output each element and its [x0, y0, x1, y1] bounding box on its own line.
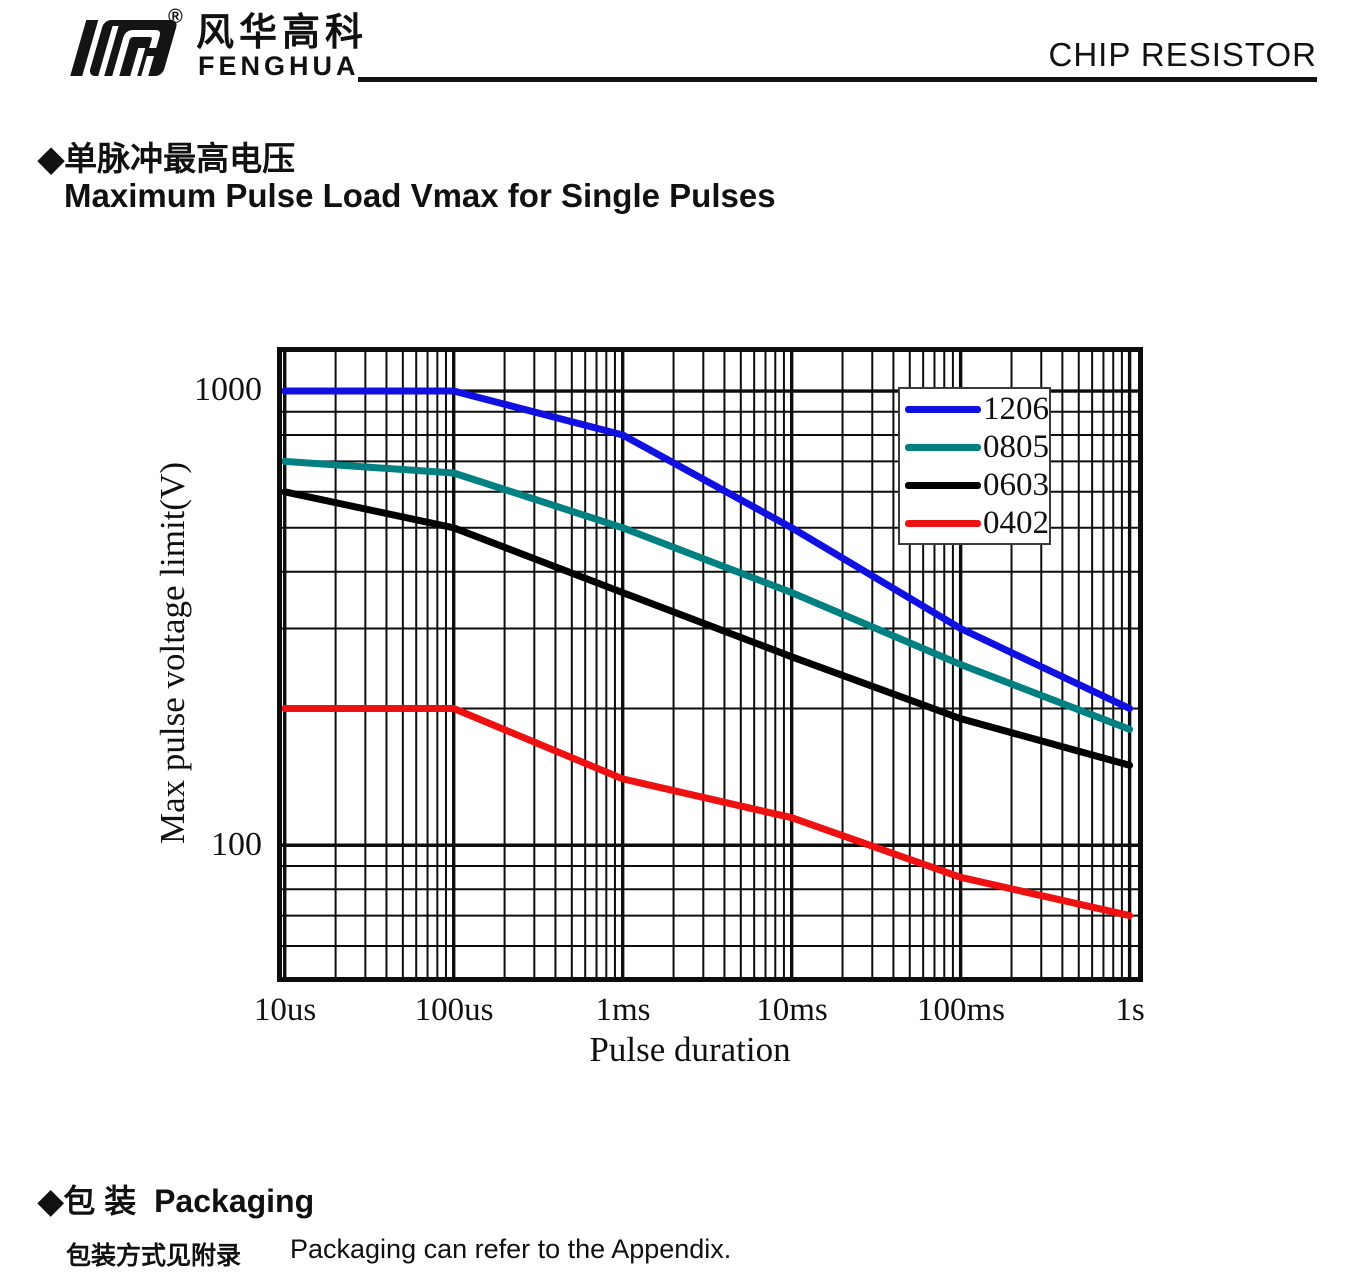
document-title: CHIP RESISTOR [1048, 36, 1317, 73]
packaging-note-cn: 包装方式见附录 [66, 1242, 242, 1270]
section1-heading: ◆单脉冲最高电压 [38, 142, 295, 176]
logo-text-chinese: 风华高科 [196, 12, 369, 54]
x-tick-label-10us: 10us [253, 992, 317, 1028]
legend-item-0805: 0805 [900, 429, 1049, 465]
x-axis-title: Pulse duration [589, 1030, 791, 1069]
x-tick-label-10ms: 10ms [756, 992, 828, 1028]
diamond-bullet-icon: ◆ [38, 140, 65, 178]
series-1206-line-swatch [905, 405, 981, 413]
packaging-note-en: Packaging can refer to the Appendix. [290, 1234, 732, 1264]
series-0402-line-swatch [905, 519, 981, 527]
series-0603-line-swatch [905, 481, 981, 489]
legend-label: 0603 [983, 466, 1049, 503]
y-tick-label-100: 100 [211, 826, 262, 863]
series-0805-line-swatch [905, 443, 981, 451]
x-tick-label-1s: 1s [1115, 992, 1145, 1028]
legend-label: 0402 [983, 504, 1049, 541]
x-tick-label-100ms: 100ms [916, 992, 1006, 1028]
x-tick-label-1ms: 1ms [595, 992, 651, 1028]
section2-title-cn: 包 装 [63, 1183, 137, 1219]
header-divider [358, 77, 1317, 82]
y-tick-label-1000: 1000 [194, 371, 262, 408]
diamond-bullet-icon: ◆ [38, 1182, 64, 1219]
section1-title-en: Maximum Pulse Load Vmax for Single Pulse… [64, 177, 776, 214]
chart-legend: 1206 0805 0603 0402 [898, 387, 1051, 545]
logo-text-english: FENGHUA [198, 51, 360, 81]
section2-title-en: Packaging [154, 1183, 315, 1219]
pulse-voltage-chart: 1206 0805 0603 0402 [277, 347, 1143, 982]
legend-item-1206: 1206 [900, 391, 1049, 427]
registered-mark: ® [168, 6, 183, 28]
legend-item-0402: 0402 [900, 505, 1049, 541]
legend-item-0603: 0603 [900, 467, 1049, 503]
section1-title-cn: 单脉冲最高电压 [64, 140, 296, 177]
legend-label: 1206 [983, 390, 1049, 427]
legend-label: 0805 [983, 428, 1049, 465]
fenghua-logo-icon [70, 12, 182, 87]
section2-heading: ◆包 装 Packaging [38, 1184, 314, 1217]
x-tick-label-100us: 100us [414, 992, 494, 1028]
